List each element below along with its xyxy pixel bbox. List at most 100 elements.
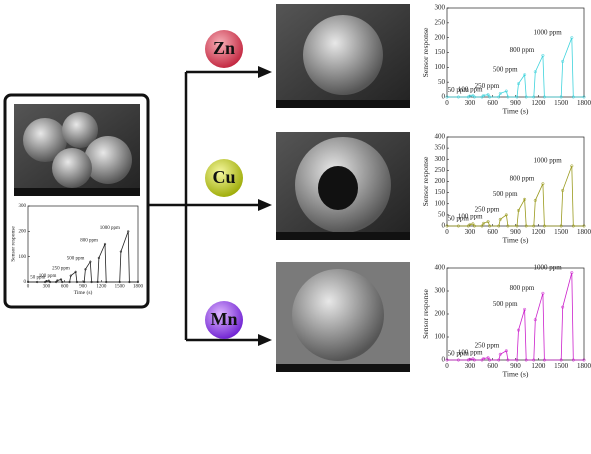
y-tick-label: 150 [435, 48, 446, 56]
annotation: 800 ppm [510, 174, 535, 182]
data-point [119, 250, 123, 253]
annotation: 250 ppm [475, 82, 500, 90]
annotation: 250 ppm [52, 267, 70, 272]
data-point [498, 91, 502, 95]
data-point [504, 213, 508, 217]
data-point [56, 279, 59, 282]
data-point [561, 188, 565, 192]
y-axis-label: Sensor response [421, 27, 430, 77]
x-tick-label: 600 [487, 362, 498, 370]
annotation: 250 ppm [475, 206, 500, 214]
data-point [36, 280, 39, 284]
data-point [105, 280, 108, 284]
data-point [524, 358, 528, 362]
annotation: 1000 ppm [533, 28, 562, 36]
data-point [517, 208, 521, 212]
y-tick-label: 200 [435, 310, 446, 318]
metal-label: Mn [211, 309, 238, 329]
y-tick-label: 350 [435, 144, 446, 152]
data-point [468, 357, 472, 361]
annotation: 100 ppm [458, 212, 483, 220]
data-point [542, 95, 546, 99]
x-tick-label: 300 [465, 228, 476, 236]
y-tick-label: 250 [435, 18, 446, 26]
x-tick-label: 600 [487, 228, 498, 236]
x-axis-label: Time (s) [503, 235, 529, 244]
data-point [570, 164, 574, 168]
y-tick-label: 300 [19, 204, 27, 209]
data-point [74, 270, 77, 274]
y-tick-label: 100 [435, 333, 446, 341]
data-point [561, 305, 565, 309]
x-tick-label: 900 [510, 99, 521, 107]
data-point [532, 95, 536, 99]
x-tick-label: 0 [445, 362, 449, 370]
x-tick-label: 1200 [96, 285, 107, 290]
y-tick-label: 300 [435, 4, 446, 12]
data-point [497, 95, 501, 99]
x-tick-label: 1800 [577, 99, 591, 107]
metal-label: Cu [212, 167, 235, 187]
annotation: 500 ppm [493, 65, 518, 73]
y-axis-label: Sensor response [421, 289, 430, 339]
annotation: 100 ppm [458, 348, 483, 356]
sem-zn [276, 4, 410, 108]
data-point [68, 280, 71, 284]
data-point [506, 224, 510, 228]
zn-badge [205, 30, 243, 68]
data-point [506, 95, 510, 99]
y-axis-label: Sensor response [421, 156, 430, 206]
annotation: 500 ppm [493, 300, 518, 308]
data-point [75, 280, 79, 284]
data-point [128, 280, 131, 284]
annotation: 50 ppm [448, 86, 470, 94]
data-point [533, 198, 537, 202]
data-point [533, 318, 537, 322]
data-point [515, 224, 519, 228]
x-tick-label: 900 [510, 362, 521, 370]
series-line [28, 231, 138, 283]
data-point [456, 358, 460, 362]
data-point [136, 280, 140, 284]
y-tick-label: 50 [438, 210, 446, 218]
y-tick-label: 400 [435, 133, 446, 141]
data-point [482, 357, 486, 361]
arrow-heads [258, 66, 272, 346]
metal-label: Zn [213, 38, 235, 58]
annotation: 50 ppm [448, 350, 470, 358]
y-tick-label: 100 [435, 199, 446, 207]
annotation: 800 ppm [510, 284, 535, 292]
data-point [504, 349, 508, 353]
data-point [523, 197, 527, 201]
series-line [447, 165, 584, 227]
y-tick-label: 0 [442, 93, 446, 101]
data-point [582, 358, 586, 362]
x-tick-label: 600 [61, 285, 69, 290]
y-tick-label: 200 [435, 177, 446, 185]
data-point [488, 224, 492, 228]
data-point [90, 280, 93, 284]
data-point [472, 95, 476, 99]
data-point [523, 73, 527, 77]
x-tick-label: 0 [27, 285, 30, 290]
y-tick-label: 200 [435, 33, 446, 41]
data-point [515, 358, 519, 362]
data-point [445, 358, 449, 362]
data-point [471, 222, 475, 226]
x-tick-label: 900 [79, 285, 87, 290]
x-tick-label: 1500 [554, 228, 569, 236]
y-axis-label: Sensor response [10, 226, 16, 262]
data-point [571, 95, 575, 99]
y-tick-label: 400 [435, 264, 446, 272]
data-point [582, 95, 586, 99]
data-point [482, 94, 486, 98]
x-tick-label: 1800 [577, 362, 591, 370]
y-tick-label: 0 [24, 280, 27, 285]
y-tick-label: 150 [435, 188, 446, 196]
data-point [541, 182, 545, 186]
annotation: 800 ppm [80, 239, 98, 244]
data-point [26, 280, 30, 284]
x-tick-label: 0 [445, 228, 449, 236]
x-tick-label: 1800 [133, 285, 144, 290]
data-point [571, 358, 575, 362]
